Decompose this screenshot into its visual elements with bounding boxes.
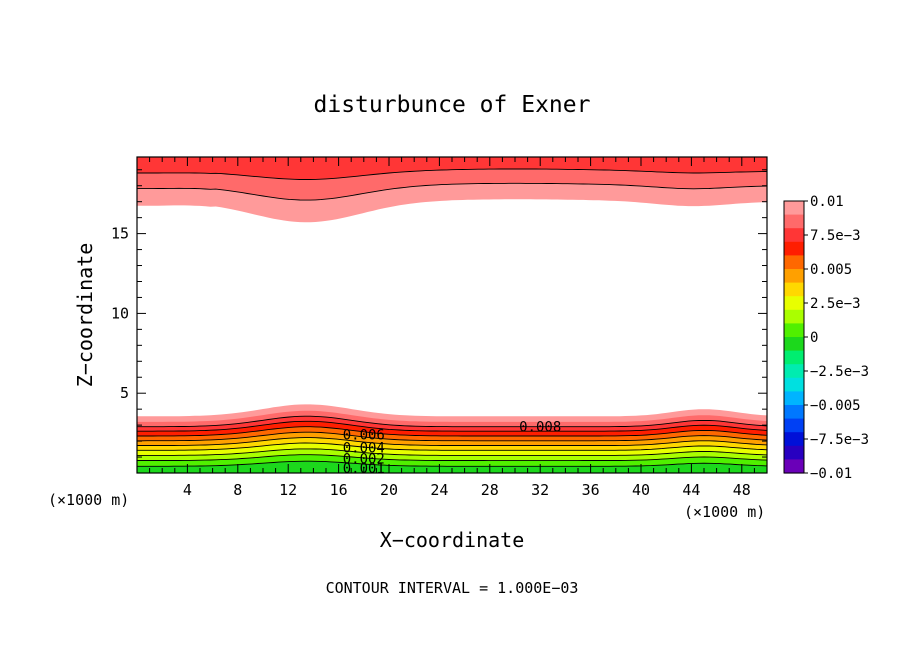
y-tick-label: 10 xyxy=(111,304,129,322)
contour-line-lower-5 xyxy=(137,426,767,437)
contour-label-4: 0.002 xyxy=(343,452,385,468)
colorbar-label: 7.5e−3 xyxy=(810,228,861,244)
contour-line-upper-2 xyxy=(137,182,767,201)
lower-band-11 xyxy=(137,461,767,473)
x-unit-right: (×1000 m) xyxy=(684,503,765,521)
colorbar-swatch xyxy=(784,391,804,406)
x-tick-label: 12 xyxy=(279,481,297,499)
contour-line-lower-10 xyxy=(137,454,767,462)
colorbar-swatch xyxy=(784,418,804,433)
x-tick-label: 20 xyxy=(380,481,398,499)
x-tick-label: 16 xyxy=(330,481,348,499)
colorbar-label: −7.5e−3 xyxy=(810,432,869,448)
chart-title: disturbunce of Exner xyxy=(314,92,591,118)
contour-line-lower-3 xyxy=(137,415,767,428)
colorbar-swatch xyxy=(784,241,804,256)
contour-line-lower-9 xyxy=(137,448,767,456)
colorbar-swatch xyxy=(784,309,804,324)
colorbar-label: 0.01 xyxy=(810,194,844,210)
colorbar-label: −0.01 xyxy=(810,466,852,482)
contour-line-lower-8 xyxy=(137,442,767,451)
colorbar-swatch xyxy=(784,405,804,420)
x-tick-label: 48 xyxy=(733,481,751,499)
y-tick-label: 15 xyxy=(111,225,129,243)
colorbar-swatch xyxy=(784,377,804,392)
colorbar-swatch xyxy=(784,282,804,297)
colorbar-swatch xyxy=(784,214,804,229)
colorbar-label: 0 xyxy=(810,330,818,346)
y-ticks: 5 10 15 xyxy=(111,169,767,458)
colorbar-label: 0.005 xyxy=(810,262,852,278)
x-ticks: 4 8 12 16 20 24 28 32 36 40 44 48 xyxy=(149,157,755,499)
contour-line-upper-3 xyxy=(137,168,767,180)
plot-area xyxy=(137,157,767,473)
contour-line-lower-6 xyxy=(137,431,767,442)
colorbar-swatch xyxy=(784,445,804,460)
colorbar-swatch xyxy=(784,201,804,216)
contour-line-lower-11 xyxy=(137,460,767,467)
x-tick-label: 40 xyxy=(632,481,650,499)
contour-line-lower-7 xyxy=(137,437,767,446)
x-tick-label: 32 xyxy=(531,481,549,499)
x-tick-label: 24 xyxy=(430,481,448,499)
contour-label-1: 0.008 xyxy=(519,420,561,436)
y-axis-label: Z−coordinate xyxy=(73,243,97,388)
colorbar-swatch xyxy=(784,296,804,311)
colorbar-label: −2.5e−3 xyxy=(810,364,869,380)
colorbar-swatch xyxy=(784,228,804,243)
y-tick-label: 5 xyxy=(120,384,129,402)
colorbar-swatch xyxy=(784,323,804,338)
x-tick-label: 8 xyxy=(233,481,242,499)
contour-interval-note: CONTOUR INTERVAL = 1.000E−03 xyxy=(326,579,579,597)
colorbar-swatch xyxy=(784,269,804,284)
colorbar-swatch xyxy=(784,459,804,474)
contour-lines xyxy=(137,168,767,467)
x-tick-label: 36 xyxy=(582,481,600,499)
upper-band-3 xyxy=(137,157,767,180)
x-unit-left: (×1000 m) xyxy=(48,491,129,509)
colorbar-swatch xyxy=(784,432,804,447)
colorbar-swatch xyxy=(784,255,804,270)
colorbar-swatch xyxy=(784,364,804,379)
upper-bands xyxy=(137,157,767,223)
x-tick-label: 28 xyxy=(481,481,499,499)
x-axis-label: X−coordinate xyxy=(380,528,525,552)
contour-label-2: 0.006 xyxy=(343,428,385,444)
x-tick-label: 4 xyxy=(183,481,192,499)
colorbar-label: −0.005 xyxy=(810,398,861,414)
colorbar: 0.01 7.5e−3 0.005 2.5e−3 0 −2.5e−3 −0.005 −7.5e… xyxy=(783,194,869,482)
colorbar-label: 2.5e−3 xyxy=(810,296,861,312)
x-tick-label: 44 xyxy=(682,481,700,499)
contour-label-3: 0.004 xyxy=(343,440,385,456)
colorbar-swatch xyxy=(784,350,804,365)
contour-line-lower-4 xyxy=(137,420,767,432)
colorbar-swatch xyxy=(784,337,804,352)
